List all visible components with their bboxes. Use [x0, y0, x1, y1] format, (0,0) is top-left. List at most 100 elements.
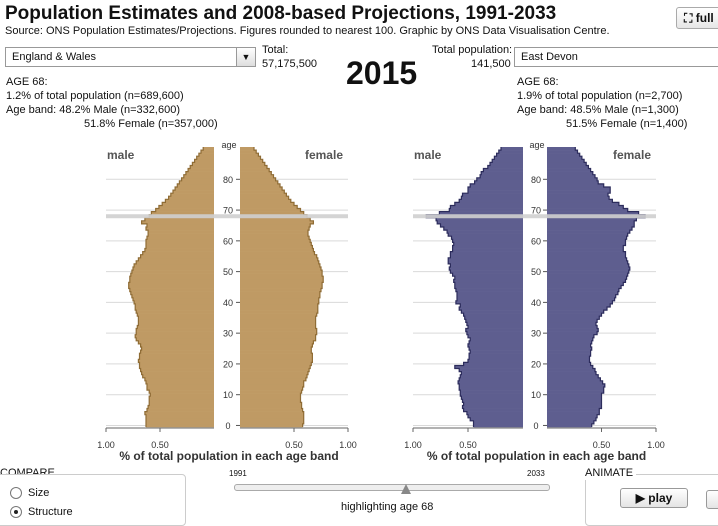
bar-male-age-85 — [192, 162, 214, 166]
bar-male-age-72 — [454, 202, 523, 206]
bar-female-age-53 — [547, 260, 628, 265]
bar-female-age-30 — [547, 331, 598, 335]
play-button[interactable]: ▶ play — [620, 488, 688, 508]
bar-female-age-50 — [547, 270, 629, 274]
x-tick-label: 0.50 — [151, 440, 169, 450]
bar-female-age-46 — [547, 282, 624, 286]
outline-male — [128, 147, 204, 427]
bar-male-age-79 — [179, 180, 214, 185]
bar-male-age-8 — [462, 399, 523, 403]
bar-female-age-87 — [240, 156, 261, 160]
x-tick-label: 0.50 — [459, 440, 477, 450]
bar-male-age-19 — [139, 365, 214, 369]
slider-thumb[interactable] — [401, 484, 411, 494]
bar-male-age-63 — [447, 230, 523, 234]
bar-male-age-55 — [450, 254, 523, 259]
x-tick-label: 1.00 — [97, 440, 115, 450]
bar-male-age-41 — [457, 297, 523, 302]
bar-male-age-14 — [145, 380, 214, 385]
bar-female-age-59 — [240, 242, 312, 246]
pyramid-charts: 0 10 20 30 40 50 60 70 80 age male female 1.00 0.50 0.… — [97, 140, 665, 463]
bar-female-age-55 — [547, 254, 626, 259]
bar-female-age-66 — [547, 220, 635, 225]
bar-female-age-29 — [240, 334, 316, 339]
bar-female-age-83 — [240, 168, 270, 172]
age-tick-label: 70 — [223, 206, 233, 216]
bar-male-age-20 — [463, 362, 523, 366]
x-tick-label: 0.50 — [285, 440, 303, 450]
bar-male-age-42 — [131, 294, 214, 299]
bar-male-age-5 — [463, 408, 523, 412]
bar-female-age-60 — [240, 239, 311, 243]
bar-female-age-24 — [240, 350, 312, 354]
bar-female-age-3 — [240, 414, 304, 419]
area-select-left-value: England & Wales — [12, 51, 96, 63]
bar-male-age-25 — [469, 347, 523, 351]
bar-female-age-16 — [547, 374, 599, 379]
bar-female-age-85 — [547, 162, 587, 166]
bar-male-age-58 — [145, 245, 214, 249]
area-select-left[interactable]: England & Wales ▼ — [5, 47, 256, 67]
expand-icon: ⛶ — [684, 11, 693, 25]
bar-female-age-35 — [240, 316, 316, 320]
bar-female-age-65 — [240, 223, 311, 228]
bar-female-age-21 — [547, 359, 590, 363]
bar-male-age-17 — [141, 371, 214, 375]
bar-male-age-83 — [483, 168, 523, 172]
loop-button[interactable] — [706, 490, 718, 509]
bar-female-age-25 — [547, 347, 592, 351]
bar-female-age-10 — [240, 393, 301, 397]
bar-female-age-12 — [547, 387, 604, 391]
size-radio[interactable] — [10, 487, 22, 500]
bar-male-age-71 — [158, 205, 214, 209]
bar-female-age-81 — [547, 174, 595, 179]
bar-male-age-74 — [461, 196, 523, 200]
bar-female-age-82 — [240, 171, 272, 175]
bar-female-age-31 — [240, 328, 317, 332]
bar-female-age-64 — [547, 227, 633, 231]
bar-female-age-41 — [240, 297, 319, 302]
age-tick-label: 10 — [223, 390, 233, 400]
bar-male-age-9 — [461, 396, 523, 400]
bar-male-age-59 — [453, 242, 523, 246]
age-tick-label: 50 — [223, 267, 233, 277]
left-total-value: 57,175,500 — [262, 58, 318, 70]
bar-female-age-38 — [547, 307, 607, 311]
bar-male-age-43 — [457, 291, 523, 295]
bar-female-age-58 — [547, 245, 624, 249]
structure-radio[interactable] — [10, 506, 22, 519]
bar-male-age-47 — [453, 279, 523, 283]
bar-male-age-62 — [448, 233, 523, 237]
size-option[interactable]: Size — [10, 486, 49, 500]
bar-female-age-89 — [240, 150, 257, 154]
structure-option[interactable]: Structure — [10, 505, 73, 519]
bar-male-age-0 — [473, 423, 523, 428]
bar-female-age-4 — [547, 411, 600, 415]
bar-male-age-67 — [436, 217, 523, 222]
bar-male-age-49 — [452, 273, 523, 277]
bar-male-age-54 — [448, 257, 523, 262]
bar-male-age-15 — [459, 377, 523, 382]
bar-female-age-51 — [547, 267, 630, 271]
male-label: male — [414, 148, 442, 162]
year-slider[interactable] — [234, 484, 550, 491]
fullscreen-button[interactable]: ⛶ full — [676, 7, 718, 29]
left-total-label: Total: — [262, 44, 289, 56]
bar-male-age-64 — [443, 227, 523, 231]
age-tick-label: 70 — [531, 206, 541, 216]
female-label: female — [305, 148, 343, 162]
area-select-right[interactable]: East Devon — [514, 47, 718, 67]
bar-male-age-12 — [147, 387, 214, 391]
right-info-line3: 51.5% Female (n=1,400) — [566, 118, 688, 130]
bar-female-age-1 — [240, 420, 304, 425]
age-axis-label: age — [221, 140, 236, 150]
bar-female-age-74 — [547, 196, 610, 200]
bar-male-age-57 — [144, 248, 214, 252]
right-total-label: Total population: — [432, 44, 513, 56]
bar-male-age-77 — [175, 187, 214, 191]
bar-male-age-3 — [468, 414, 523, 419]
bar-male-age-75 — [170, 193, 214, 197]
source-note: Source: ONS Population Estimates/Project… — [5, 25, 610, 37]
bar-female-age-27 — [547, 340, 592, 345]
bar-male-age-29 — [135, 334, 214, 339]
